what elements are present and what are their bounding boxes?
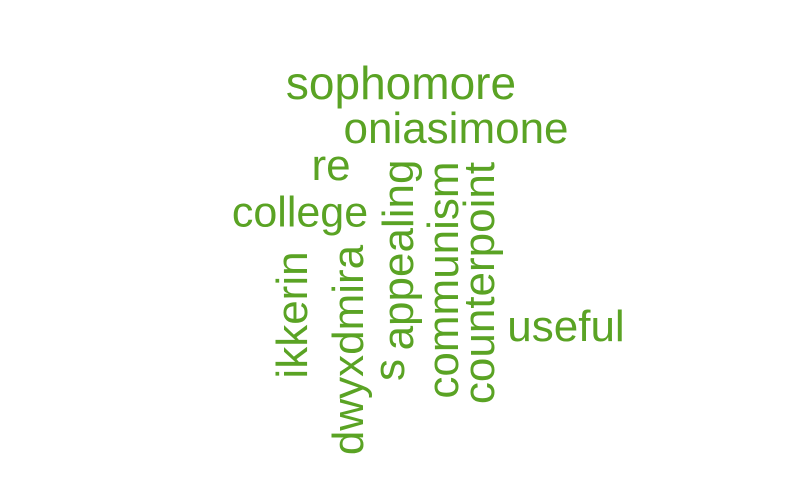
word-appealing: appealing bbox=[374, 159, 423, 351]
word-college: college bbox=[231, 188, 369, 237]
word-oniasimone: oniasimone bbox=[343, 104, 569, 153]
word-ikkerin: ikkerin bbox=[268, 251, 317, 379]
word-s: s bbox=[365, 359, 414, 381]
word-sophomore: sophomore bbox=[285, 57, 517, 109]
word-useful: useful bbox=[507, 302, 625, 351]
word-re: re bbox=[311, 141, 351, 190]
word-dwyxdmira: dwyxdmira bbox=[324, 244, 373, 456]
word-counterpoint: counterpoint bbox=[455, 161, 504, 405]
